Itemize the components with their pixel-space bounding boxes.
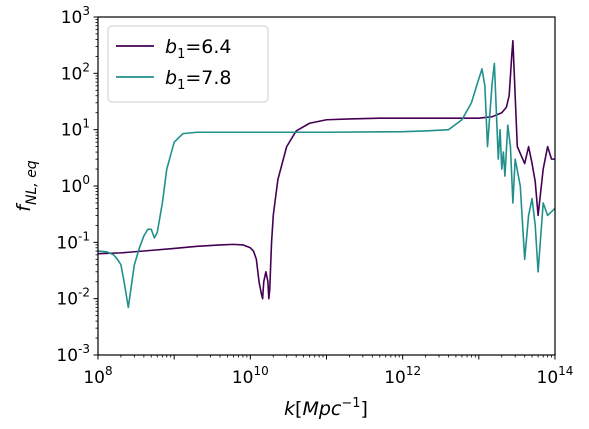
x-axis: 108 1010 1012 1014 xyxy=(83,355,573,388)
series-layer xyxy=(98,39,555,309)
y-tick-label: 10-2 xyxy=(56,286,90,310)
x-axis-label: k[Mpc−1] xyxy=(284,396,368,420)
y-axis: 10-3 10-2 10-1 100 101 102 103 xyxy=(56,4,98,366)
y-tick-label: 102 xyxy=(61,60,90,84)
series-line-2 xyxy=(98,62,555,309)
y-tick-label: 103 xyxy=(61,4,90,28)
x-tick-label: 1014 xyxy=(537,364,574,388)
legend-box xyxy=(107,25,269,103)
x-tick-label: 1010 xyxy=(232,364,269,388)
legend-label-2: b1=7.8 xyxy=(165,67,231,93)
legend-label-1: b1=6.4 xyxy=(165,36,231,62)
x-tick-label: 1012 xyxy=(384,364,421,388)
y-tick-label: 10-3 xyxy=(56,342,90,366)
x-tick-label: 108 xyxy=(83,364,112,388)
y-tick-label: 101 xyxy=(61,117,90,141)
y-axis-label: fNL, eq xyxy=(13,160,40,211)
y-tick-label: 10-1 xyxy=(56,229,90,253)
series-line-1 xyxy=(98,39,555,300)
y-tick-label: 100 xyxy=(61,173,90,197)
legend: b1=6.4 b1=7.8 xyxy=(107,25,269,103)
